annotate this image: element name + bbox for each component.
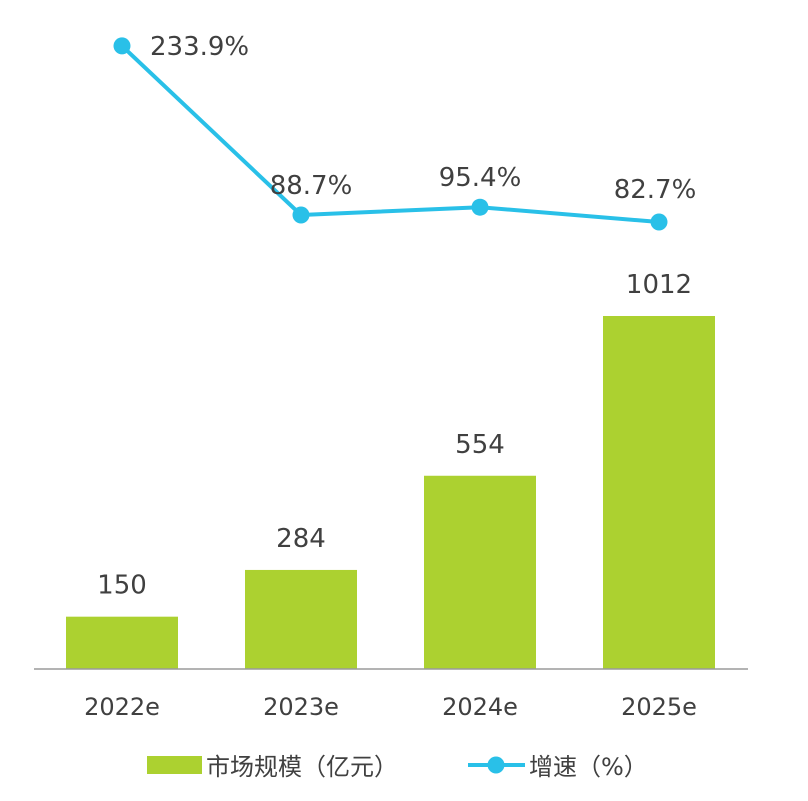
growth-label-2022e: 233.9% xyxy=(150,32,249,62)
growth-point-2025e xyxy=(650,213,668,231)
bar-2024e xyxy=(424,475,536,669)
bar-value-label-2024e: 554 xyxy=(455,430,505,460)
growth-point-2022e xyxy=(113,37,131,55)
legend-line-marker xyxy=(487,756,505,774)
growth-label-2023e: 88.7% xyxy=(270,171,353,201)
x-tick-2024e: 2024e xyxy=(442,693,518,721)
legend-line-label: 增速（%） xyxy=(529,753,648,781)
x-tick-labels: 2022e 2023e 2024e 2025e xyxy=(84,693,697,721)
growth-point-2023e xyxy=(292,206,310,224)
bar-value-labels: 150 284 554 1012 xyxy=(97,270,692,601)
bar-series xyxy=(66,316,715,669)
legend-bar-swatch xyxy=(147,756,202,774)
bar-value-label-2023e: 284 xyxy=(276,524,326,554)
growth-line xyxy=(120,44,660,224)
bar-value-label-2022e: 150 xyxy=(97,571,147,601)
x-tick-2022e: 2022e xyxy=(84,693,160,721)
bar-2023e xyxy=(245,569,357,669)
x-tick-2023e: 2023e xyxy=(263,693,339,721)
bar-value-label-2025e: 1012 xyxy=(626,270,692,300)
x-tick-2025e: 2025e xyxy=(621,693,697,721)
bar-2022e xyxy=(66,616,178,669)
bar-2025e xyxy=(603,316,715,669)
growth-label-2025e: 82.7% xyxy=(614,175,697,205)
legend: 市场规模（亿元） 增速（%） xyxy=(147,753,648,781)
growth-label-2024e: 95.4% xyxy=(439,163,522,193)
legend-bar-label: 市场规模（亿元） xyxy=(206,753,398,781)
growth-point-2024e xyxy=(471,198,489,216)
growth-line-series: 233.9% 88.7% 95.4% 82.7% xyxy=(113,32,697,231)
